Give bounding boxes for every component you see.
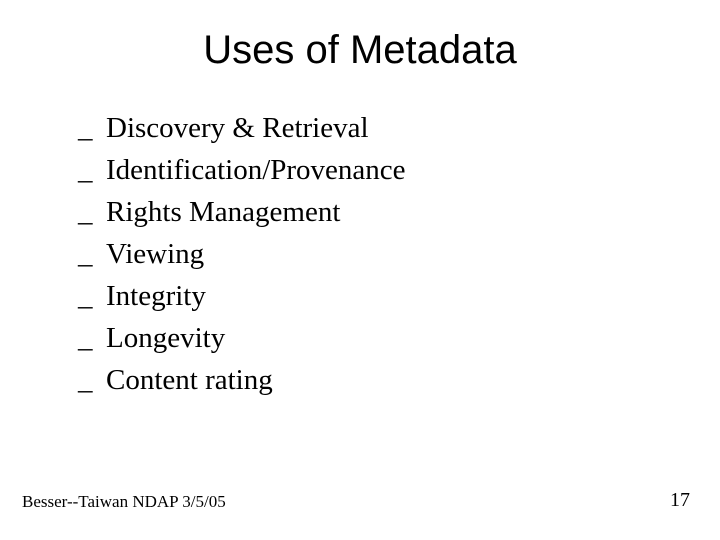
slide: Uses of Metadata _ Discovery & Retrieval… [0,0,720,540]
bullet-text: Viewing [106,233,204,275]
list-item: _ Content rating [78,359,660,401]
footer-text: Besser--Taiwan NDAP 3/5/05 [22,492,226,512]
slide-title: Uses of Metadata [60,28,660,73]
bullet-marker: _ [78,191,106,233]
bullet-marker: _ [78,233,106,275]
bullet-text: Content rating [106,359,273,401]
bullet-text: Rights Management [106,191,340,233]
bullet-marker: _ [78,275,106,317]
bullet-list: _ Discovery & Retrieval _ Identification… [60,107,660,401]
list-item: _ Identification/Provenance [78,149,660,191]
bullet-marker: _ [78,149,106,191]
bullet-marker: _ [78,359,106,401]
list-item: _ Discovery & Retrieval [78,107,660,149]
bullet-marker: _ [78,317,106,359]
list-item: _ Rights Management [78,191,660,233]
list-item: _ Viewing [78,233,660,275]
bullet-text: Longevity [106,317,225,359]
page-number: 17 [670,489,690,512]
list-item: _ Integrity [78,275,660,317]
bullet-marker: _ [78,107,106,149]
bullet-text: Discovery & Retrieval [106,107,369,149]
bullet-text: Integrity [106,275,206,317]
list-item: _ Longevity [78,317,660,359]
bullet-text: Identification/Provenance [106,149,406,191]
